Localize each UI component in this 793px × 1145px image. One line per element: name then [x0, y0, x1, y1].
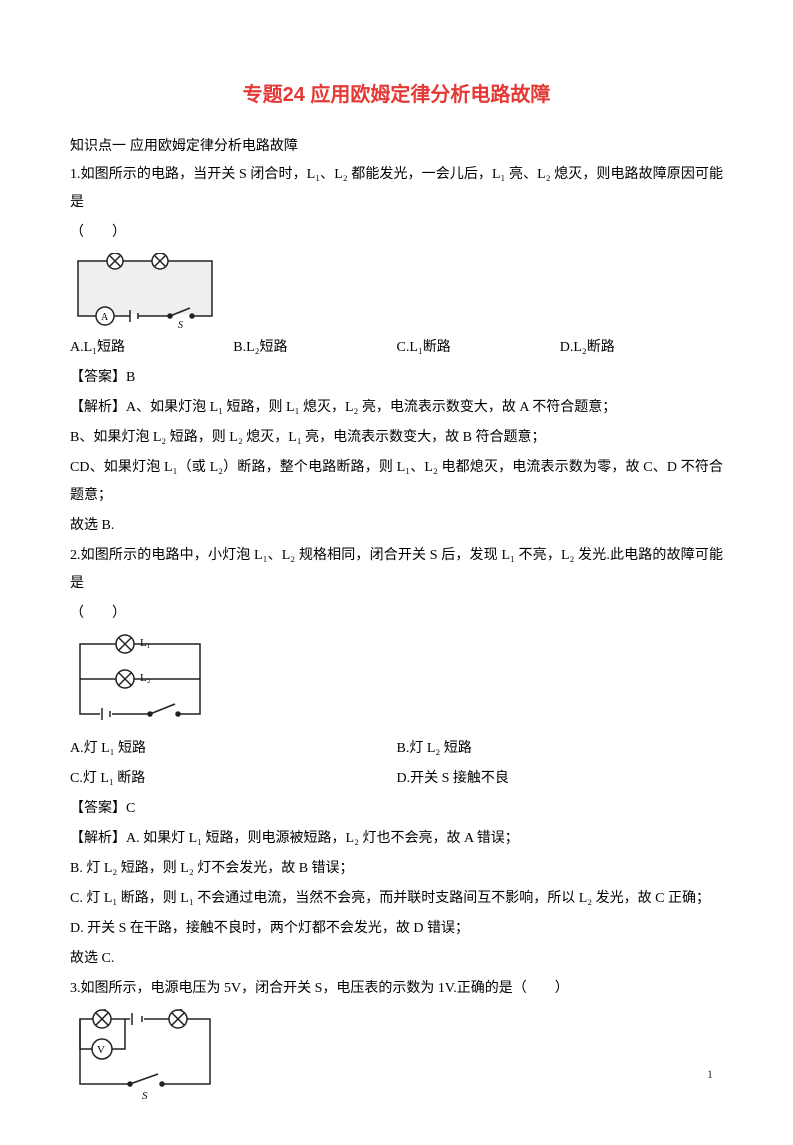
q1-exp3: CD、如果灯泡 L₁（或 L₂）断路，整个电路断路，则 L₁、L₂ 电都熄灭，电…	[70, 454, 723, 510]
svg-text:L₂: L₂	[172, 1009, 183, 1011]
q1-stem-b: （ ）	[70, 219, 723, 247]
svg-text:L₂: L₂	[140, 672, 151, 684]
q1-exp2: B、如果灯泡 L₂ 短路，则 L₂ 熄灭，L₁ 亮，电流表示数变大，故 B 符合…	[70, 424, 723, 452]
svg-text:L₁: L₁	[111, 253, 121, 254]
svg-text:S: S	[178, 320, 183, 328]
q2-options-2: C.灯 L₁ 断路 D.开关 S 接触不良	[70, 765, 723, 793]
svg-text:V: V	[97, 1044, 105, 1056]
q1-answer: 【答案】B	[70, 364, 723, 392]
q2-exp3: C. 灯 L₁ 断路，则 L₁ 不会通过电流，当然不会亮，而并联时支路间互不影响…	[70, 885, 723, 913]
q1-exp1: 【解析】A、如果灯泡 L₁ 短路，则 L₁ 熄灭，L₂ 亮，电流表示数变大，故 …	[70, 394, 723, 422]
page-title: 专题24 应用欧姆定律分析电路故障	[70, 75, 723, 115]
q2-options-1: A.灯 L₁ 短路 B.灯 L₂ 短路	[70, 735, 723, 763]
q1-optD: D.L₂断路	[560, 334, 723, 362]
q2-exp2: B. 灯 L₂ 短路，则 L₂ 灯不会发光，故 B 错误；	[70, 855, 723, 883]
section-heading: 知识点一 应用欧姆定律分析电路故障	[70, 131, 723, 159]
q1-exp4: 故选 B.	[70, 512, 723, 540]
svg-text:L₁: L₁	[96, 1009, 107, 1011]
q1-circuit-diagram: L₁ L₂ A S	[70, 253, 723, 328]
page-content: 专题24 应用欧姆定律分析电路故障 知识点一 应用欧姆定律分析电路故障 1.如图…	[0, 0, 793, 1145]
q2-optC: C.灯 L₁ 断路	[70, 765, 397, 793]
q2-stem-b: （ ）	[70, 600, 723, 628]
q2-optB: B.灯 L₂ 短路	[397, 735, 724, 763]
q1-options: A.L₁短路 B.L₂短路 C.L₁断路 D.L₂断路	[70, 334, 723, 362]
q2-exp4: D. 开关 S 在干路，接触不良时，两个灯都不会发光，故 D 错误；	[70, 915, 723, 943]
q2-answer: 【答案】C	[70, 795, 723, 823]
q1-optA: A.L₁短路	[70, 334, 233, 362]
page-number: 1	[707, 1067, 713, 1082]
svg-text:L₁: L₁	[140, 637, 151, 649]
q2-stem-a: 2.如图所示的电路中，小灯泡 L₁、L₂ 规格相同，闭合开关 S 后，发现 L₁…	[70, 542, 723, 598]
q3-circuit-diagram: L₁ L₂ V S	[70, 1009, 723, 1099]
svg-text:A: A	[101, 312, 109, 323]
svg-text:S: S	[142, 1090, 148, 1099]
q2-exp5: 故选 C.	[70, 945, 723, 973]
svg-text:L₂: L₂	[156, 253, 167, 254]
q2-optA: A.灯 L₁ 短路	[70, 735, 397, 763]
q2-exp1: 【解析】A. 如果灯 L₁ 短路，则电源被短路，L₂ 灯也不会亮，故 A 错误；	[70, 825, 723, 853]
q2-circuit-diagram: L₁ L₂	[70, 634, 723, 729]
q2-optD: D.开关 S 接触不良	[397, 765, 724, 793]
q3-stem: 3.如图所示，电源电压为 5V，闭合开关 S，电压表的示数为 1V.正确的是（ …	[70, 975, 723, 1003]
q1-optB: B.L₂短路	[233, 334, 396, 362]
q1-optC: C.L₁断路	[397, 334, 560, 362]
q1-stem-a: 1.如图所示的电路，当开关 S 闭合时，L₁、L₂ 都能发光，一会儿后，L₁ 亮…	[70, 161, 723, 217]
